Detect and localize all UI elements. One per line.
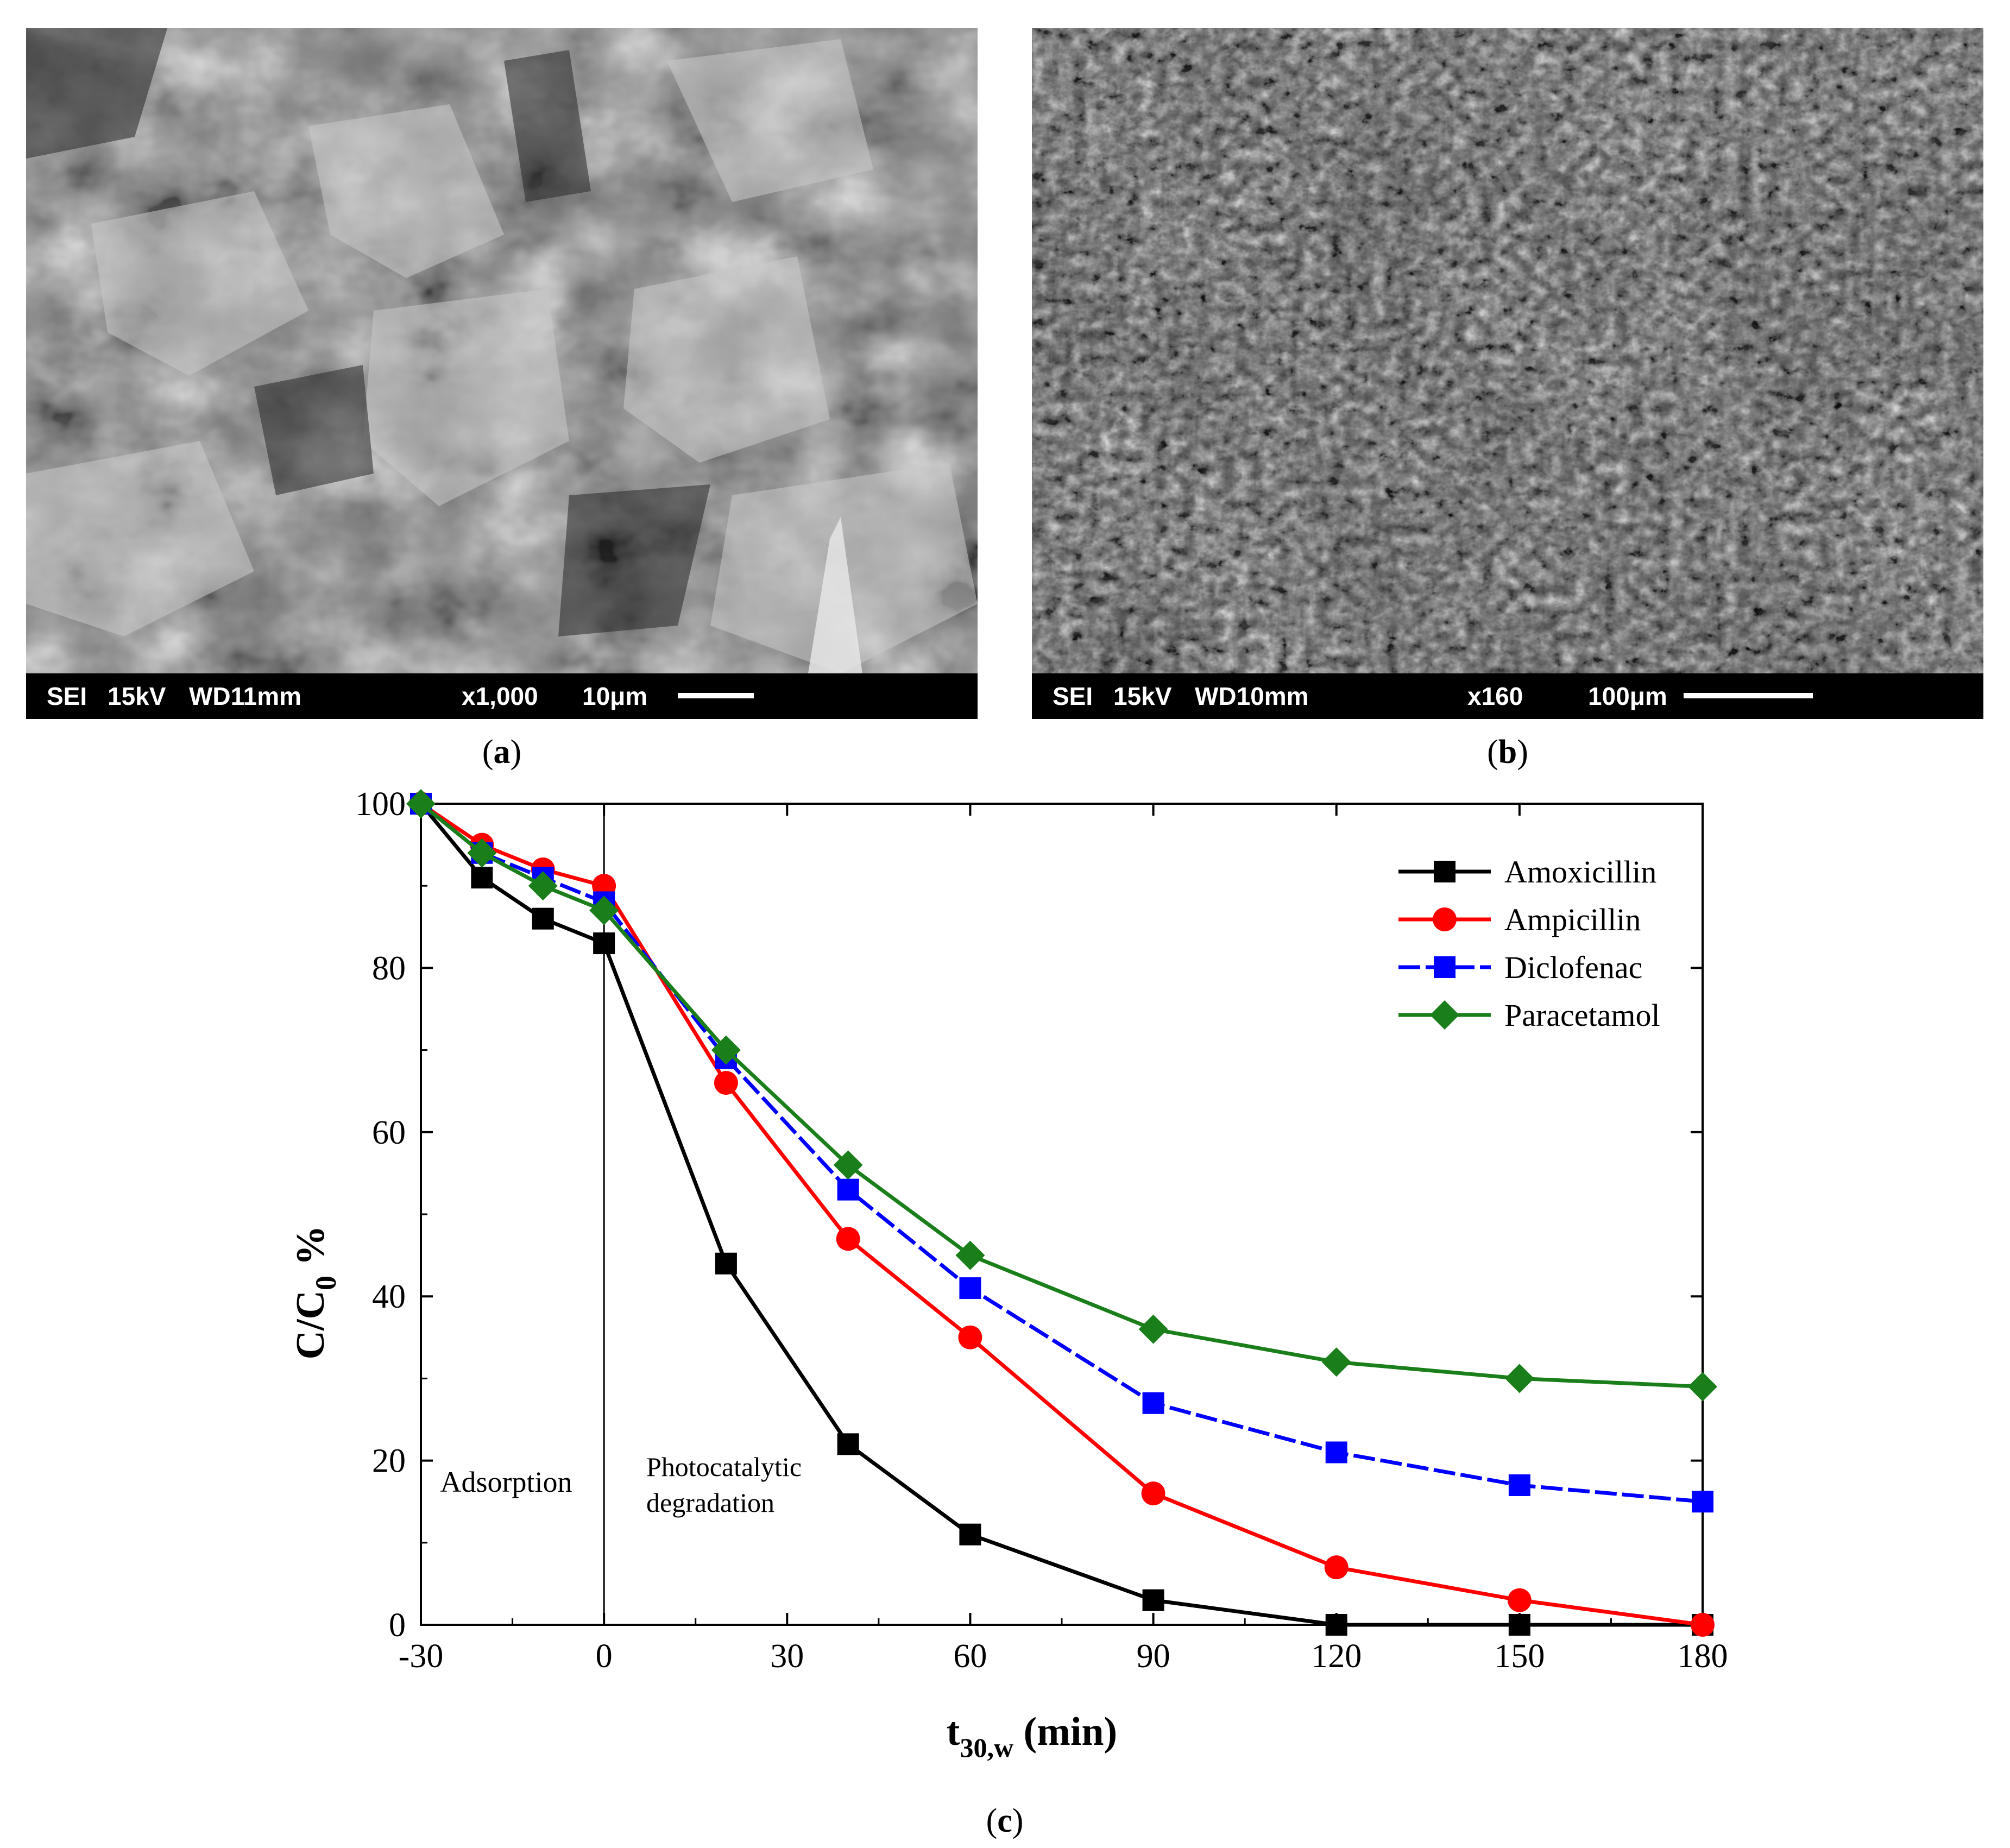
y-tick-label: 40 <box>372 1278 406 1315</box>
data-point <box>836 1227 860 1251</box>
sem-panel-b: SEI 15kV WD10mm x160 100μm <box>1032 28 1983 719</box>
sem-magnification-b: x160 <box>1467 682 1523 710</box>
sem-voltage-a: 15kV <box>108 682 166 710</box>
y-tick-label: 0 <box>389 1607 406 1644</box>
series-amoxicillin <box>410 793 1713 1636</box>
data-point <box>471 867 493 889</box>
data-point <box>1325 1614 1347 1636</box>
series-paracetamol <box>406 789 1717 1402</box>
series-layer <box>406 789 1717 1637</box>
data-point <box>715 1252 737 1275</box>
x-tick-label: 0 <box>596 1638 613 1675</box>
sem-magnification-a: x1,000 <box>462 682 538 710</box>
sem-mode-b: SEI <box>1053 682 1093 710</box>
sem-mode-a: SEI <box>47 682 87 710</box>
sem-working-distance-a: WD11mm <box>189 682 302 710</box>
sem-working-distance-b: WD10mm <box>1195 682 1309 710</box>
legend: Amoxicillin Ampicillin Diclofenac Paracetam… <box>1398 854 1660 1033</box>
data-point <box>528 871 558 901</box>
sem-info-bar-a: SEI 15kV WD11mm x1,000 10μm <box>26 673 978 719</box>
panel-label-a: (a) <box>482 734 522 771</box>
data-point <box>1507 1588 1532 1612</box>
data-point <box>1321 1347 1351 1377</box>
data-point <box>959 1277 981 1300</box>
legend-label: Amoxicillin <box>1504 854 1656 890</box>
sem-info-bar-b: SEI 15kV WD10mm x160 100μm <box>1032 673 1983 719</box>
y-axis-label: C/C0 % <box>288 1226 342 1360</box>
data-point <box>837 1178 859 1201</box>
x-tick-label: 150 <box>1494 1638 1545 1675</box>
panel-label-c: (c) <box>986 1802 1024 1839</box>
data-point <box>1141 1481 1165 1506</box>
sem-scale-label-a: 10μm <box>582 682 648 710</box>
x-axis-label-sub: 30,w <box>960 1732 1013 1763</box>
x-axis-label-unit: (min) <box>1013 1710 1117 1754</box>
data-point <box>1504 1364 1534 1393</box>
data-point <box>1692 1491 1713 1513</box>
x-tick-label: 90 <box>1137 1638 1170 1675</box>
data-point <box>1508 1474 1530 1496</box>
data-point <box>589 895 619 925</box>
annotation-degradation: degradation <box>646 1487 774 1518</box>
legend-item: Diclofenac <box>1398 950 1642 985</box>
data-point <box>1688 1372 1717 1402</box>
y-axis-label-main: C/C <box>288 1290 333 1359</box>
data-point <box>837 1433 859 1455</box>
data-point <box>959 1523 981 1546</box>
data-point <box>467 838 497 868</box>
data-point <box>406 789 436 818</box>
annotation-photocatalytic: Photocatalytic <box>646 1452 802 1482</box>
x-tick-label: 60 <box>953 1638 987 1675</box>
sem-voltage-b: 15kV <box>1113 682 1172 710</box>
data-point <box>593 932 615 955</box>
y-tick-label: 100 <box>355 786 406 823</box>
data-point <box>1138 1314 1168 1344</box>
data-point <box>955 1240 985 1270</box>
data-point <box>1324 1555 1349 1580</box>
legend-item: Amoxicillin <box>1398 854 1656 890</box>
legend-label: Ampicillin <box>1504 902 1641 937</box>
legend-marker <box>1434 956 1455 978</box>
data-point <box>833 1150 863 1180</box>
x-tick-label: 180 <box>1678 1638 1728 1675</box>
x-tick-label: -30 <box>399 1638 444 1675</box>
data-point <box>1142 1589 1164 1611</box>
sem-panel-a: SEI 15kV WD11mm x1,000 10μm <box>26 28 978 719</box>
x-axis-label: t30,w (min) <box>947 1710 1117 1763</box>
y-tick-label: 60 <box>372 1114 406 1151</box>
legend-marker <box>1433 907 1457 931</box>
data-point <box>1691 1613 1715 1637</box>
sem-scale-label-b: 100μm <box>1588 682 1667 710</box>
sem-image-a <box>26 28 978 673</box>
y-axis-label-unit: % <box>288 1226 333 1276</box>
legend-item: Paracetamol <box>1398 998 1660 1033</box>
panel-label-b: (b) <box>1487 734 1528 771</box>
legend-marker <box>1430 1000 1459 1030</box>
data-point <box>711 1035 741 1065</box>
x-tick-label: 30 <box>770 1638 804 1675</box>
data-point <box>1508 1614 1530 1636</box>
data-point <box>1142 1392 1164 1414</box>
legend-marker <box>1434 861 1455 882</box>
x-tick-label: 120 <box>1311 1638 1362 1675</box>
y-axis-label-sub: 0 <box>310 1276 342 1290</box>
data-point <box>1325 1441 1347 1464</box>
annotation-adsorption: Adsorption <box>440 1466 572 1498</box>
legend-label: Paracetamol <box>1504 998 1660 1033</box>
legend-label: Diclofenac <box>1504 950 1642 985</box>
y-tick-label: 80 <box>372 950 406 987</box>
legend-item: Ampicillin <box>1398 902 1641 937</box>
data-point <box>958 1325 982 1349</box>
scale-bar-a <box>678 693 754 698</box>
data-point <box>714 1071 738 1095</box>
y-tick-label: 20 <box>372 1443 406 1480</box>
sem-image-b <box>1032 28 1983 673</box>
data-point <box>532 907 554 930</box>
x-axis-label-main: t <box>947 1710 960 1754</box>
scale-bar-b <box>1684 693 1813 698</box>
